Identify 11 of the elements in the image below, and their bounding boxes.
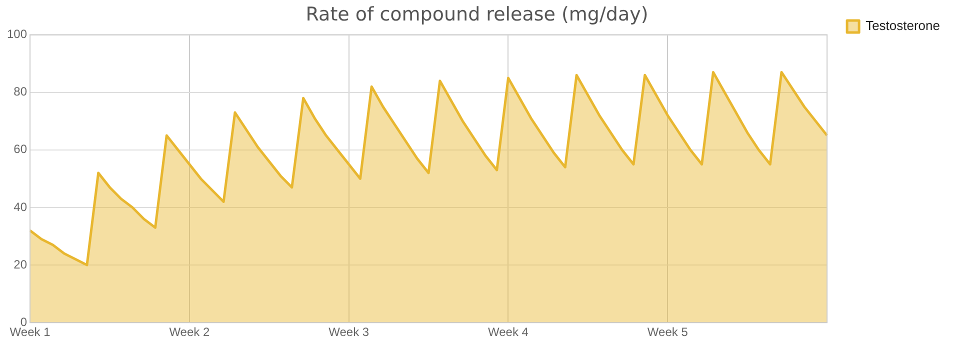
x-tick-label: Week 5 bbox=[647, 325, 688, 340]
y-tick-label: 80 bbox=[14, 84, 28, 99]
legend-label: Testosterone bbox=[866, 18, 940, 34]
chart-title: Rate of compound release (mg/day) bbox=[306, 3, 648, 26]
y-tick-label: 20 bbox=[14, 257, 28, 272]
y-tick-label: 100 bbox=[6, 27, 28, 42]
x-tick-label: Week 2 bbox=[169, 325, 210, 340]
x-tick-label: Week 3 bbox=[328, 325, 370, 340]
y-tick-label: 60 bbox=[14, 142, 28, 156]
y-tick-label: 40 bbox=[14, 200, 28, 214]
x-tick-label: Week 4 bbox=[488, 325, 529, 340]
